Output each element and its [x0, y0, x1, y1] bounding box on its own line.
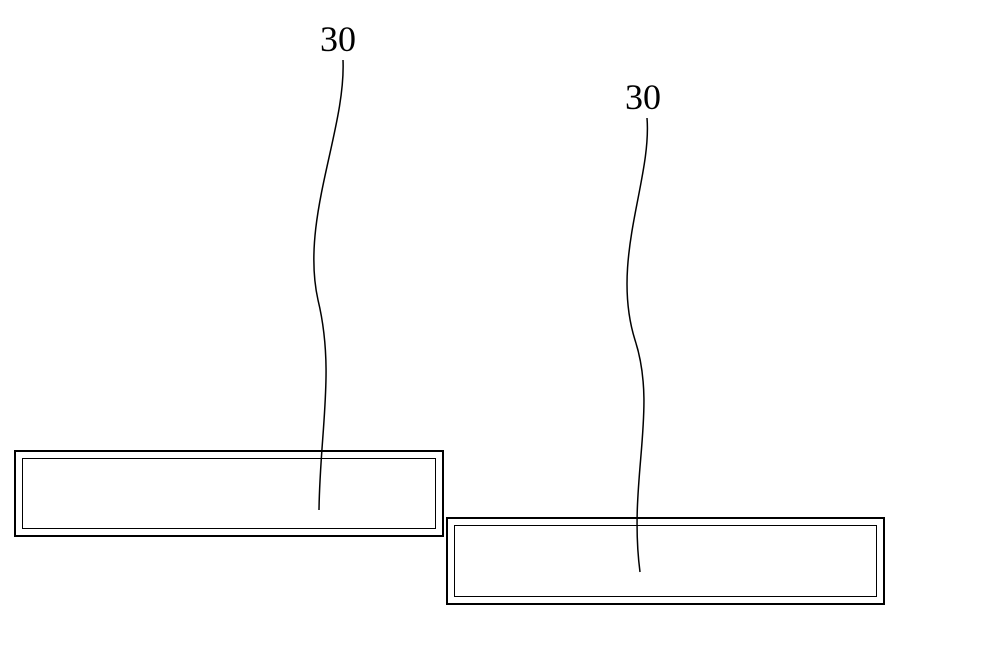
- component-box-right-inner: [454, 525, 877, 597]
- diagram-container: 30 30: [0, 0, 1000, 656]
- leader-line: [627, 118, 647, 572]
- reference-label: 30: [320, 18, 356, 60]
- component-box-left-inner: [22, 458, 436, 529]
- reference-label: 30: [625, 76, 661, 118]
- leader-line: [314, 60, 343, 510]
